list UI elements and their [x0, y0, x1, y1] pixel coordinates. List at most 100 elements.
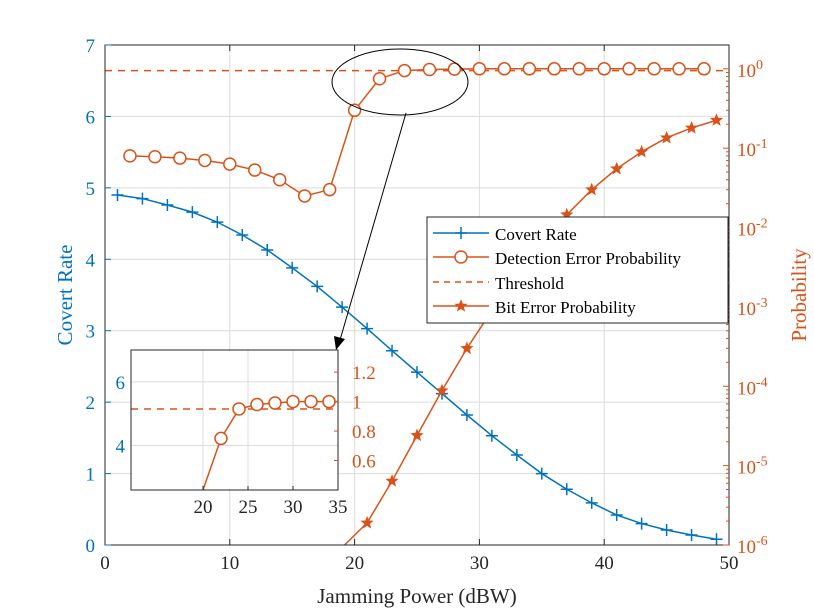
y-left-tick-label: 3	[86, 322, 96, 343]
detection-error-point	[547, 62, 562, 76]
covert-rate-point	[161, 199, 174, 211]
inset-y-left-tick-label: 6	[116, 373, 126, 394]
covert-rate-point	[361, 322, 374, 335]
inset-y-right-tick-label: 1	[352, 393, 362, 414]
plus-marker-icon	[455, 227, 467, 239]
inset-detection-point	[268, 396, 282, 410]
bit-error-point	[610, 161, 624, 175]
x-tick-label: 50	[720, 553, 739, 574]
covert-rate-point	[710, 533, 723, 546]
inset-x-tick-label: 20	[194, 497, 213, 518]
zoom-arrow	[339, 112, 407, 341]
inset-detection-point	[214, 431, 228, 446]
y-left-tick-label: 4	[86, 250, 96, 271]
detection-error-point	[472, 62, 487, 76]
detection-error-point	[372, 71, 387, 86]
covert-rate-point	[411, 366, 423, 379]
inset-grid-lines	[131, 350, 338, 490]
covert-rate-point	[211, 216, 224, 229]
x-tick-label: 10	[220, 553, 239, 574]
zoom-ellipse	[331, 48, 469, 116]
detection-error-point	[622, 62, 636, 76]
covert-rate-point	[311, 280, 324, 293]
covert-rate-point	[635, 517, 648, 530]
y-left-tick-label: 5	[86, 179, 96, 200]
covert-rate-point	[261, 244, 274, 256]
inset-detection-point	[232, 402, 246, 416]
y-right-tick-label: 100	[737, 58, 763, 82]
y-right-tick-label: 10-4	[737, 375, 768, 399]
covert-rate-point	[186, 206, 199, 219]
legend-item-covert-rate: Covert Rate	[433, 225, 577, 244]
detection-error-point	[422, 62, 437, 77]
star-marker-icon	[454, 299, 468, 312]
detection-error-point	[322, 182, 337, 197]
covert-rate-point	[535, 467, 548, 480]
bit-error-point	[709, 113, 724, 126]
y-right-tick-label: 10-2	[737, 217, 768, 241]
detection-error-point	[447, 62, 462, 76]
inset-axis-ticks: 20 25 30 35 4 6 0.6 0.8 1 1.2	[116, 363, 376, 518]
covert-rate-point	[585, 496, 598, 509]
detection-error-point	[647, 62, 661, 76]
detection-error-point	[248, 163, 262, 177]
y-left-axis-label: Covert Rate	[53, 245, 77, 346]
x-tick-label: 40	[595, 553, 614, 574]
inset-y-right-tick-label: 0.8	[352, 422, 376, 443]
y-left-tick-label: 6	[86, 107, 96, 128]
y-right-tick-label: 10-6	[737, 534, 768, 558]
axis-ticks: 0 10 20 30 40 500123456710010-110-210-310-410…	[86, 36, 768, 574]
y-left-tick-label: 7	[86, 36, 96, 57]
detection-error-point	[223, 157, 237, 171]
bit-error-point	[634, 144, 649, 158]
covert-rate-point	[485, 429, 498, 442]
inset-x-tick-label: 35	[329, 497, 348, 518]
bit-error-point	[560, 207, 574, 221]
covert-rate-point	[286, 261, 299, 274]
covert-rate-point	[386, 344, 399, 357]
covert-rate-point	[460, 409, 473, 421]
legend-label: Bit Error Probability	[495, 298, 636, 317]
y-left-tick-label: 2	[86, 393, 96, 414]
detection-error-point	[148, 149, 162, 164]
legend-item-bit-error: Bit Error Probability	[433, 298, 636, 317]
inset-y-left-tick-label: 4	[116, 436, 126, 457]
bit-error-point	[684, 120, 699, 134]
x-axis-label: Jamming Power (dBW)	[317, 584, 516, 608]
y-right-axis-label: Probability	[787, 248, 811, 342]
bit-error-point	[385, 474, 399, 487]
y-left-tick-label: 0	[86, 536, 96, 557]
inset-detection-point	[286, 394, 300, 409]
bit-error-point	[360, 515, 374, 529]
detection-error-point	[697, 62, 711, 76]
detection-error-point	[597, 62, 611, 76]
detection-error-point	[173, 151, 187, 165]
covert-rate-point	[136, 192, 149, 205]
inset-chart: 20 25 30 35 4 6 0.6 0.8 1 1.2	[116, 349, 376, 518]
bit-error-point	[585, 182, 599, 196]
x-tick-label: 20	[345, 553, 364, 574]
inset-detection-point	[322, 394, 336, 409]
covert-rate-point	[510, 449, 523, 461]
inset-x-tick-label: 25	[239, 497, 258, 518]
detection-error-point	[123, 149, 137, 163]
plot-frame	[104, 44, 730, 546]
bit-error-point	[460, 341, 474, 355]
detection-error-point	[397, 63, 412, 78]
detection-error-point	[297, 189, 312, 203]
zoom-arrow-head	[334, 336, 345, 350]
inset-y-right-tick-label: 1.2	[352, 363, 376, 384]
detection-error-point	[672, 62, 686, 76]
inset-area	[131, 350, 338, 490]
legend-item-threshold: Threshold	[433, 274, 564, 293]
inset-series-layer	[131, 394, 338, 491]
covert-rate-point	[111, 189, 124, 201]
detection-error-point	[272, 173, 287, 187]
legend-label: Threshold	[495, 274, 564, 293]
covert-rate-point	[336, 301, 349, 314]
y-right-tick-label: 10-3	[737, 296, 768, 320]
inset-x-tick-label: 30	[284, 497, 303, 518]
y-left-tick-label: 1	[86, 465, 96, 486]
inset-detection-point	[304, 394, 318, 409]
detection-error-point	[572, 62, 586, 76]
